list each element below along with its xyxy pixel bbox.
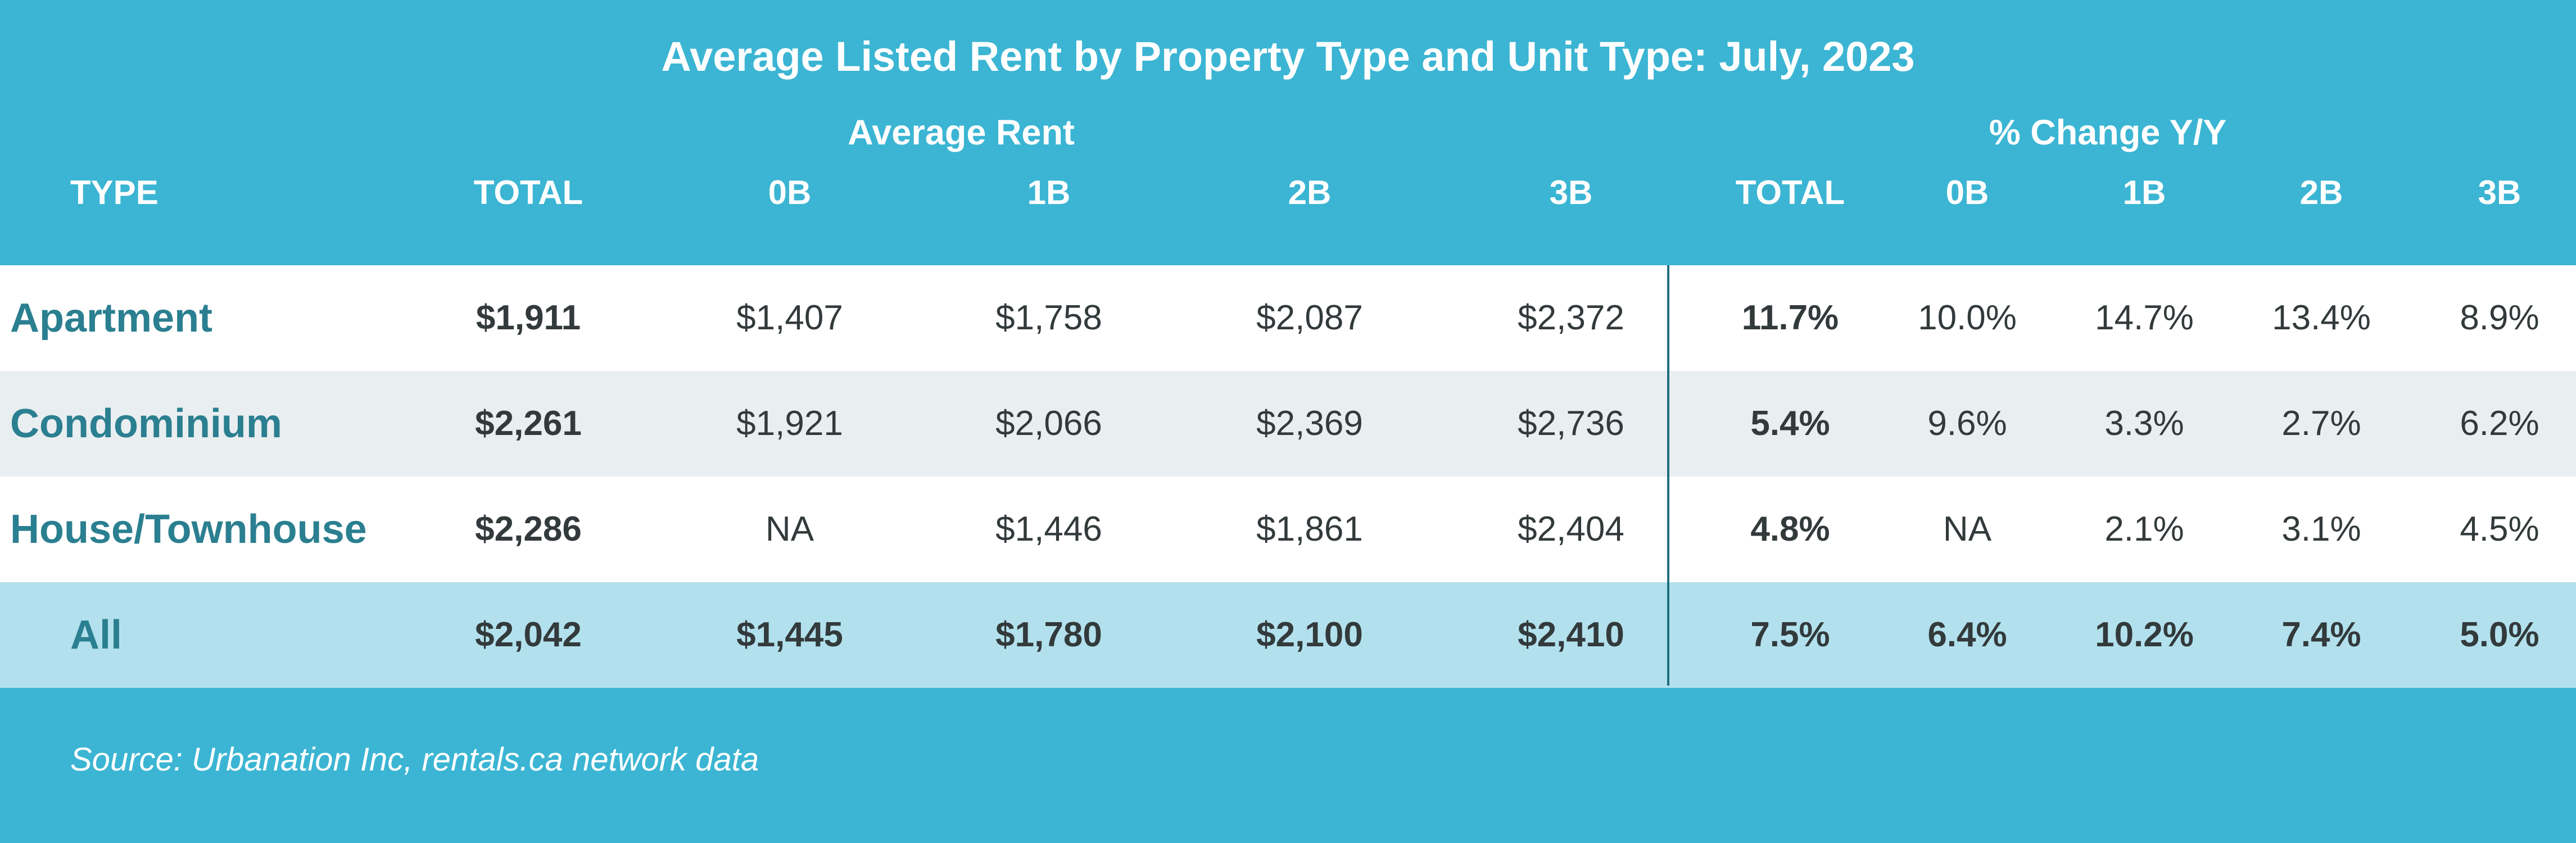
column-header-7: 0B [1945,174,1989,211]
table-cell: 9.6% [1927,404,2007,443]
table-cell: 10.0% [1918,298,2017,337]
table-cell: $2,286 [475,510,582,549]
table-cell: $1,780 [995,615,1102,654]
table-row: Apartment $1,911 $1,407 $1,758 $2,087 $2,372 1… [0,265,2576,371]
column-header-0: TYPE [70,174,159,211]
table-cell: $1,758 [995,298,1102,337]
table-row: House/Townhouse $2,286 NA $1,446 $1,861 $2,40… [0,477,2576,582]
table-cell: 14.7% [2095,298,2194,337]
column-header-4: 2B [1288,174,1332,211]
table-cell: 4.8% [1750,510,1830,549]
table-cell: $1,446 [995,510,1102,549]
table-cell: NA [1943,510,1992,549]
table-cell: $1,861 [1256,510,1363,549]
table-cell: 3.3% [2104,404,2184,443]
table-title: Average Listed Rent by Property Type and… [661,33,1915,80]
table-cell: $2,736 [1518,404,1624,443]
column-header-2: 0B [768,174,812,211]
column-header-1: TOTAL [473,174,583,211]
table-cell: $1,445 [736,615,843,654]
table-cell: $2,372 [1518,298,1624,337]
table-cell: $1,407 [736,298,843,337]
source-note: Source: Urbanation Inc, rentals.ca netwo… [70,741,759,778]
table-cell: 6.2% [2460,404,2539,443]
table-cell: NA [765,510,814,549]
table-cell: $1,911 [476,298,581,337]
table-cell: $2,066 [995,404,1102,443]
table-cell: $2,410 [1518,615,1624,654]
table-cell: 5.4% [1750,404,1830,443]
table-cell: 7.4% [2281,615,2361,654]
table-cell: $2,087 [1256,298,1363,337]
table-cell: 5.0% [2460,615,2539,654]
table-row: All $2,042 $1,445 $1,780 $2,100 $2,410 7.5% 6.4… [0,582,2576,688]
table-cell: 7.5% [1750,615,1830,654]
table-cell: 13.4% [2272,298,2371,337]
table-cell: $2,042 [475,615,582,654]
group-header-average-rent: Average Rent [848,113,1075,152]
column-header-6: TOTAL [1735,174,1845,211]
group-header-pct-change: % Change Y/Y [1989,113,2227,152]
table-cell: $2,100 [1256,615,1363,654]
table-cell: $2,369 [1256,404,1363,443]
table-cell: 3.1% [2281,510,2361,549]
table-cell: 2.1% [2104,510,2184,549]
table-row: Condominium $2,261 $1,921 $2,066 $2,369 $2,73… [0,371,2576,477]
row-label: House/Townhouse [10,507,367,552]
row-label: All [70,613,123,658]
table-cell: 8.9% [2460,298,2539,337]
column-header-5: 3B [1549,174,1593,211]
column-header-3: 1B [1027,174,1071,211]
section-divider [1667,265,1669,686]
table-cell: $2,261 [475,404,582,443]
column-header-9: 2B [2299,174,2343,211]
table-cell: 4.5% [2460,510,2539,549]
row-label: Apartment [10,296,213,341]
column-header-10: 3B [2478,174,2521,211]
table-cell: $1,921 [736,404,843,443]
table-cell: 11.7% [1741,298,1839,337]
table-cell: $2,404 [1518,510,1624,549]
table-cell: 6.4% [1927,615,2007,654]
table-cell: 10.2% [2095,615,2194,654]
column-header-8: 1B [2122,174,2166,211]
table-cell: 2.7% [2281,404,2361,443]
row-label: Condominium [10,401,282,446]
